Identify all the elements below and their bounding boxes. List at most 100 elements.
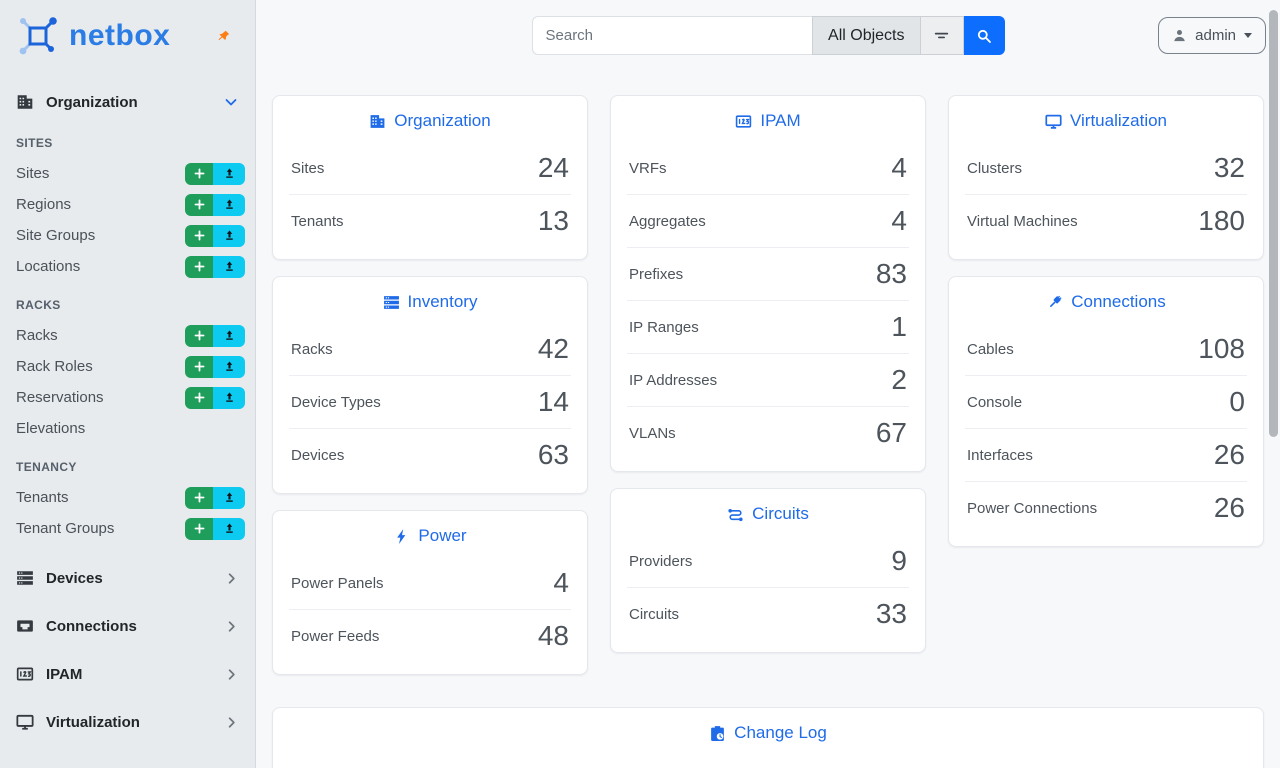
stat-value: 14 — [537, 386, 569, 417]
sidebar-menu-ipam[interactable]: IPAM — [0, 650, 255, 698]
stat-row: IP Ranges 1 — [627, 300, 909, 353]
user-label: admin — [1195, 27, 1236, 44]
add-button[interactable] — [185, 193, 213, 216]
sidebar-item-racks[interactable]: Racks — [0, 320, 255, 351]
stat-value: 67 — [875, 417, 907, 448]
stat-row: Sites 24 — [291, 152, 569, 183]
stat-row: Power Feeds 48 — [289, 609, 571, 662]
stat-row: Console 0 — [965, 375, 1247, 428]
chevron-right-icon — [224, 571, 239, 586]
import-button[interactable] — [213, 386, 245, 409]
sidebar-item-reservations[interactable]: Reservations — [0, 382, 255, 413]
add-button[interactable] — [185, 324, 213, 347]
search-input[interactable] — [531, 16, 813, 55]
section-title-sites: SITES — [16, 136, 53, 150]
import-button[interactable] — [213, 255, 245, 278]
stat-value: 9 — [891, 545, 907, 576]
import-button[interactable] — [213, 193, 245, 216]
card-inventory-title-link[interactable]: Inventory — [289, 277, 571, 323]
card-ipam-title-link[interactable]: IPAM — [627, 96, 909, 142]
netbox-logo[interactable]: netbox — [16, 14, 170, 58]
search-button[interactable] — [963, 16, 1005, 55]
card-title-label: Organization — [394, 111, 491, 130]
sidebar-item-locations[interactable]: Locations — [0, 251, 255, 282]
sidebar-item-tenant-groups[interactable]: Tenant Groups — [0, 513, 255, 544]
card-virtualization: Virtualization Clusters 32 Virtual Machi… — [948, 95, 1264, 260]
import-button[interactable] — [213, 324, 245, 347]
card-connections-title-link[interactable]: Connections — [965, 277, 1247, 323]
global-search: All Objects — [531, 16, 1005, 55]
sidebar-menu-devices[interactable]: Devices — [0, 554, 255, 602]
add-button[interactable] — [185, 224, 213, 247]
add-button[interactable] — [185, 255, 213, 278]
sidebar-menu-organization[interactable]: Organization — [0, 84, 255, 120]
import-button[interactable] — [213, 486, 245, 509]
stat-row: Device Types 14 — [289, 375, 571, 428]
card-title-label: Connections — [1071, 292, 1166, 311]
add-button[interactable] — [185, 486, 213, 509]
card-ipam: IPAM VRFs 4 Aggregates 4 Prefixes 83 — [610, 95, 926, 472]
add-button[interactable] — [185, 355, 213, 378]
sidebar-menu-connections[interactable]: Connections — [0, 602, 255, 650]
card-circuits-title-link[interactable]: Circuits — [627, 489, 909, 535]
ethernet-icon — [16, 617, 34, 635]
stat-row: Power Connections 26 — [965, 481, 1247, 534]
netbox-logo-icon — [16, 14, 60, 58]
scrollbar[interactable] — [1269, 10, 1278, 437]
filter-icon — [933, 27, 950, 44]
sidebar-item-tenants[interactable]: Tenants — [0, 482, 255, 513]
card-title-label: Power — [418, 526, 467, 545]
sidebar-item-elevations[interactable]: Elevations — [16, 420, 86, 437]
stat-row: Virtual Machines 180 — [965, 194, 1247, 247]
stat-row: VLANs 67 — [627, 406, 909, 459]
add-button[interactable] — [185, 517, 213, 540]
stat-value: 1 — [891, 311, 907, 342]
stat-value: 24 — [537, 152, 569, 183]
card-title-label: IPAM — [760, 111, 801, 130]
stat-row: Devices 63 — [289, 428, 571, 481]
numbers-box-icon — [735, 113, 752, 130]
stat-value: 13 — [537, 205, 569, 236]
server-stack-icon — [383, 294, 400, 311]
sidebar-menu-label: IPAM — [46, 665, 83, 683]
sidebar-menu-label: Devices — [46, 569, 103, 587]
filter-button[interactable] — [920, 16, 964, 55]
sidebar-item-site-groups[interactable]: Site Groups — [0, 220, 255, 251]
stat-row: Cables 108 — [967, 333, 1245, 364]
stat-value: 180 — [1198, 205, 1245, 236]
stat-value: 4 — [891, 205, 907, 236]
card-organization-title-link[interactable]: Organization — [289, 96, 571, 142]
sidebar-menu-virtualization[interactable]: Virtualization — [0, 698, 255, 746]
dashboard: Organization Sites 24 Tenants 13 — [256, 55, 1280, 768]
stat-row: Power Panels 4 — [291, 567, 569, 598]
card-changelog-title-link[interactable]: Change Log — [289, 708, 1247, 754]
stat-value: 42 — [537, 333, 569, 364]
card-inventory: Inventory Racks 42 Device Types 14 Devic… — [272, 276, 588, 494]
card-virtualization-title-link[interactable]: Virtualization — [965, 96, 1247, 142]
sidebar-item-regions[interactable]: Regions — [0, 189, 255, 220]
stat-value: 2 — [891, 364, 907, 395]
sidebar-menu-label: Virtualization — [46, 713, 140, 731]
monitor-icon — [16, 713, 34, 731]
search-icon — [976, 28, 992, 44]
pin-sidebar-icon[interactable] — [217, 29, 231, 43]
chevron-down-icon — [223, 94, 239, 110]
sidebar-item-rack-roles[interactable]: Rack Roles — [0, 351, 255, 382]
card-power-title-link[interactable]: Power — [289, 511, 571, 557]
logo-row: netbox — [0, 0, 255, 60]
sidebar-item-sites[interactable]: Sites — [0, 158, 255, 189]
stat-value: 83 — [875, 258, 907, 289]
card-title-label: Virtualization — [1069, 111, 1168, 130]
search-scope-button[interactable]: All Objects — [812, 16, 921, 55]
card-circuits: Circuits Providers 9 Circuits 33 — [610, 488, 926, 653]
add-button[interactable] — [185, 162, 213, 185]
add-button[interactable] — [185, 386, 213, 409]
user-menu-button[interactable]: admin — [1158, 17, 1266, 54]
main-area: All Objects admin — [256, 0, 1280, 768]
server-stack-icon — [16, 569, 34, 587]
import-button[interactable] — [213, 162, 245, 185]
chevron-right-icon — [224, 619, 239, 634]
import-button[interactable] — [213, 224, 245, 247]
import-button[interactable] — [213, 355, 245, 378]
import-button[interactable] — [213, 517, 245, 540]
